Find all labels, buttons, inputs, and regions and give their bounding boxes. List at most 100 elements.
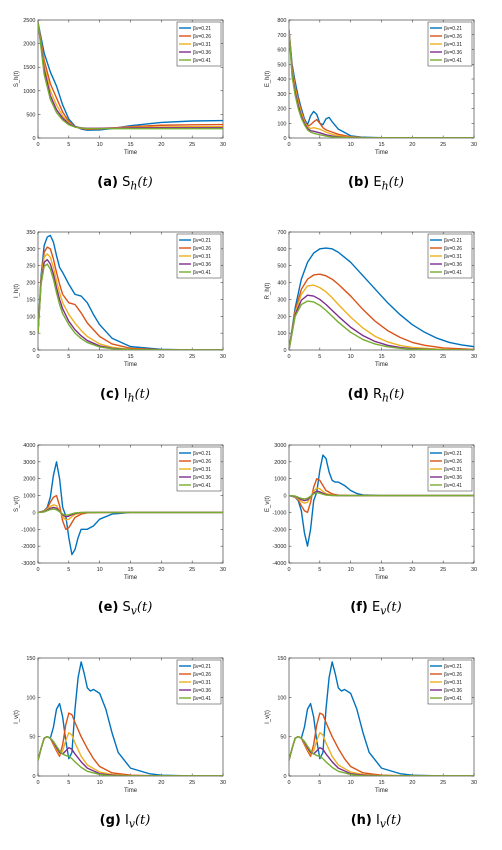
x-tick-label: 0: [287, 142, 290, 148]
panel-caption: (h) Iv(t): [256, 813, 496, 831]
y-tick-label: 400: [277, 281, 286, 287]
series-line: [289, 284, 474, 350]
x-tick-label: 15: [127, 780, 133, 786]
panel-tag: (a): [97, 175, 118, 190]
y-tick-label: 100: [277, 331, 286, 337]
x-tick-label: 15: [378, 142, 384, 148]
x-axis-label: Time: [375, 150, 389, 156]
y-tick-label: 2000: [274, 460, 286, 466]
x-axis-label: Time: [124, 362, 138, 368]
y-tick-label: 50: [29, 735, 35, 741]
y-tick-label: 300: [26, 247, 35, 253]
x-tick-label: 20: [158, 780, 164, 786]
legend-label: βv=0.41: [444, 696, 462, 702]
chart-6: 0 5 10 15 20 25 30 0 50 100 150 Time I_v(t) βv=0.21 βv…: [14, 656, 226, 794]
y-tick-label: -1000: [272, 510, 286, 516]
x-tick-label: 0: [36, 142, 39, 148]
y-tick-label: 150: [277, 656, 286, 662]
chart-2: 0 5 10 15 20 25 30050100150200250300350TimeI_h…: [14, 230, 226, 368]
legend-label: βv=0.36: [193, 475, 211, 481]
x-tick-label: 5: [318, 354, 321, 360]
y-tick-label: 2500: [23, 18, 35, 24]
legend-label: βv=0.21: [444, 664, 462, 670]
legend-label: βv=0.31: [193, 254, 211, 260]
y-tick-label: 0: [283, 774, 286, 780]
y-tick-label: 0: [283, 348, 286, 354]
y-axis-label: S_h(t): [14, 71, 20, 87]
legend-label: βv=0.36: [193, 50, 211, 56]
y-tick-label: 300: [277, 297, 286, 303]
y-tick-label: 200: [277, 107, 286, 113]
series-line: [38, 661, 223, 776]
panel-variable: E: [371, 600, 381, 615]
x-tick-label: 20: [158, 567, 164, 573]
y-tick-label: 3000: [23, 460, 35, 466]
series-line: [38, 246, 223, 350]
y-tick-label: 100: [26, 314, 35, 320]
x-tick-label: 5: [67, 567, 70, 573]
x-tick-label: 15: [378, 567, 384, 573]
legend-label: βv=0.26: [444, 672, 462, 678]
legend-label: βv=0.41: [193, 483, 211, 489]
x-axis-label: Time: [375, 788, 389, 794]
panel-caption: (d) Rh(t): [256, 387, 496, 405]
series-line: [289, 273, 474, 350]
legend-label: βv=0.41: [193, 696, 211, 702]
series-line: [38, 735, 223, 776]
x-tick-label: 10: [97, 142, 103, 148]
series-line: [38, 22, 223, 130]
y-tick-label: 700: [277, 33, 286, 39]
y-tick-label: -2000: [21, 544, 35, 550]
panel-caption: (a) Sh(t): [5, 175, 245, 193]
x-tick-label: 30: [471, 780, 477, 786]
panel-subscript: v: [380, 604, 387, 618]
panel-subscript: h: [130, 179, 138, 193]
x-tick-label: 15: [127, 354, 133, 360]
x-tick-label: 25: [440, 354, 446, 360]
series-line: [38, 234, 223, 350]
y-axis-label: E_v(t): [265, 496, 271, 512]
y-tick-label: 50: [280, 735, 286, 741]
x-tick-label: 20: [409, 354, 415, 360]
panel-variable: S: [122, 600, 131, 615]
series-line: [289, 732, 474, 776]
x-tick-label: 5: [318, 780, 321, 786]
panel-caption: (b) Eh(t): [256, 175, 496, 193]
x-axis-label: Time: [375, 362, 389, 368]
panel-argument: (t): [386, 600, 402, 615]
panel-argument: (t): [134, 813, 151, 828]
y-axis-label: I_v(t): [265, 710, 271, 724]
y-axis-label: I_v(t): [14, 710, 20, 724]
x-tick-label: 25: [189, 567, 195, 573]
series-line: [289, 247, 474, 350]
panel-tag: (f): [350, 600, 368, 615]
panel-argument: (t): [136, 600, 153, 615]
panel-subscript: v: [130, 604, 137, 618]
x-tick-label: 5: [67, 142, 70, 148]
series-line: [38, 461, 223, 556]
x-tick-label: 15: [378, 354, 384, 360]
chart-3: 0 5 10 15 20 25 300100200300400500600700TimeR_…: [265, 230, 477, 368]
legend-label: βv=0.36: [444, 688, 462, 694]
x-tick-label: 30: [471, 142, 477, 148]
x-tick-label: 30: [220, 567, 226, 573]
x-tick-label: 0: [287, 567, 290, 573]
y-tick-label: 350: [26, 230, 35, 236]
y-tick-label: 0: [32, 510, 35, 516]
x-tick-label: 25: [189, 354, 195, 360]
y-axis-label: S_v(t): [14, 496, 20, 512]
chart-0: 0 5 10 15 20 25 30 0 500 1000 1500 2000 2500 Time S_h(…: [14, 18, 226, 156]
legend-label: βv=0.26: [444, 246, 462, 252]
panel-argument: (t): [137, 175, 153, 190]
legend-label: βv=0.26: [193, 34, 211, 40]
chart-1: 0 5 10 15 20 25 300100200300400500600700800Tim…: [265, 18, 477, 156]
legend-label: βv=0.36: [444, 262, 462, 268]
x-tick-label: 5: [67, 780, 70, 786]
y-tick-label: 2000: [23, 477, 35, 483]
x-axis-label: Time: [375, 575, 389, 581]
y-tick-label: 100: [26, 695, 35, 701]
panel-tag: (g): [99, 813, 121, 828]
y-tick-label: 600: [277, 247, 286, 253]
y-tick-label: -3000: [21, 561, 35, 567]
